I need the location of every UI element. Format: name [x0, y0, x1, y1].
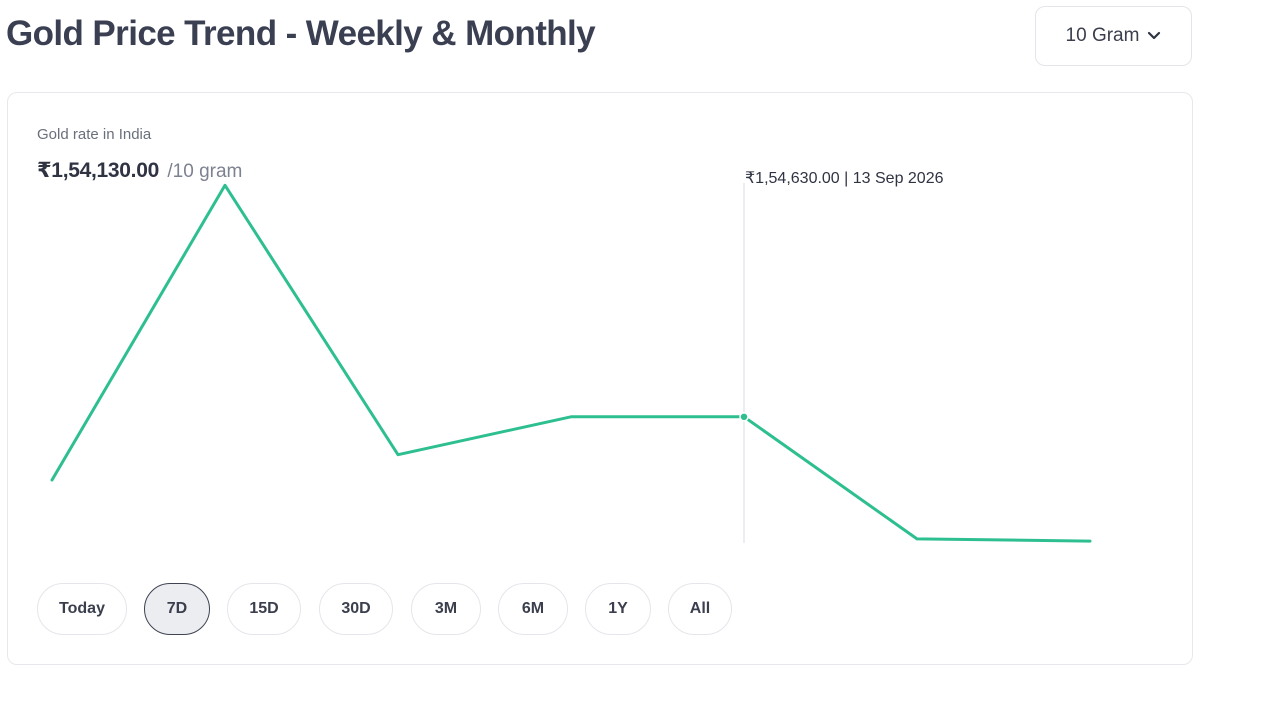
- range-button-all[interactable]: All: [668, 583, 732, 635]
- page-title: Gold Price Trend - Weekly & Monthly: [6, 14, 596, 53]
- current-price-unit: /10 gram: [167, 161, 243, 182]
- range-button-6m[interactable]: 6M: [498, 583, 568, 635]
- chart-subtitle: Gold rate in India: [37, 126, 152, 143]
- range-button-15d[interactable]: 15D: [227, 583, 301, 635]
- current-price-value: ₹1,54,130.00: [37, 159, 159, 182]
- range-button-1y[interactable]: 1Y: [585, 583, 651, 635]
- chevron-down-icon: [1148, 31, 1161, 40]
- unit-dropdown-label: 10 Gram: [1065, 25, 1140, 46]
- unit-dropdown[interactable]: 10 Gram: [1035, 6, 1192, 66]
- range-button-7d[interactable]: 7D: [144, 583, 210, 635]
- range-button-30d[interactable]: 30D: [319, 583, 393, 635]
- hover-tooltip: ₹1,54,630.00 | 13 Sep 2026: [745, 170, 944, 187]
- range-button-3m[interactable]: 3M: [411, 583, 481, 635]
- range-button-today[interactable]: Today: [37, 583, 127, 635]
- current-price: ₹1,54,130.00 /10 gram: [37, 158, 242, 183]
